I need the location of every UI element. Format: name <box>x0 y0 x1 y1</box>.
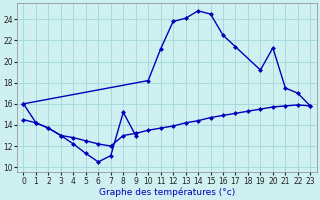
X-axis label: Graphe des températures (°c): Graphe des températures (°c) <box>99 187 235 197</box>
